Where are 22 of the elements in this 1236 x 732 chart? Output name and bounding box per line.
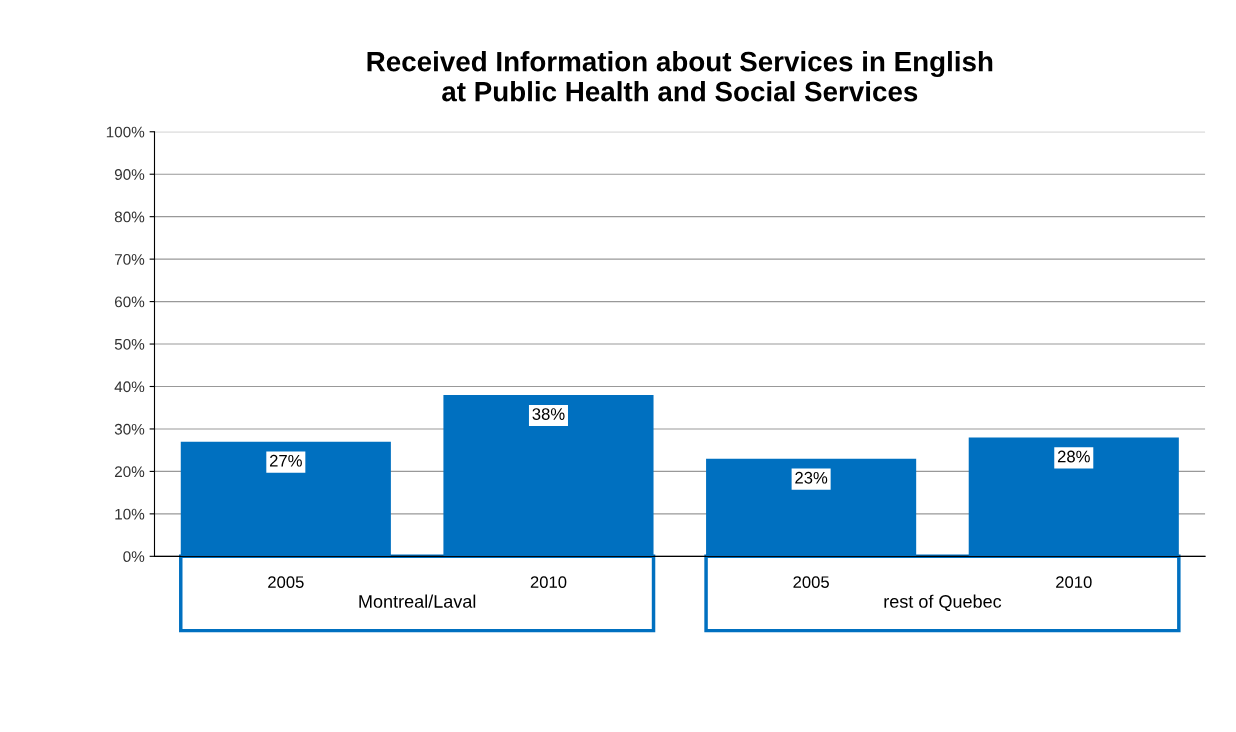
y-tick-label: 80% xyxy=(114,211,145,223)
y-tick-label: 20% xyxy=(114,466,145,478)
x-tick-label: 2010 xyxy=(1056,576,1092,589)
y-tick-label: 100% xyxy=(106,126,145,138)
y-tick-label: 10% xyxy=(115,508,145,520)
y-tick-label: 50% xyxy=(114,338,145,350)
x-tick-label: 2005 xyxy=(268,576,304,589)
y-tick-label: 30% xyxy=(114,423,145,435)
data-label: 38% xyxy=(532,408,565,420)
y-tick-label: 90% xyxy=(114,169,145,180)
data-label: 23% xyxy=(795,471,828,484)
x-tick-label: 2010 xyxy=(530,576,567,589)
chart-title: Received Information about Services in English at Public Health and Social Services xyxy=(367,51,993,102)
y-tick-label: 70% xyxy=(114,254,145,265)
y-tick-label: 40% xyxy=(114,381,145,393)
x-tick-label: 2005 xyxy=(793,576,829,589)
data-label: 28% xyxy=(1057,450,1090,463)
y-tick-label: 0% xyxy=(123,551,145,563)
data-label: 27% xyxy=(269,454,302,467)
text: rest of Quebec xyxy=(884,594,1002,612)
y-tick-label: 60% xyxy=(114,296,145,308)
text: Montreal/Laval xyxy=(359,594,476,608)
